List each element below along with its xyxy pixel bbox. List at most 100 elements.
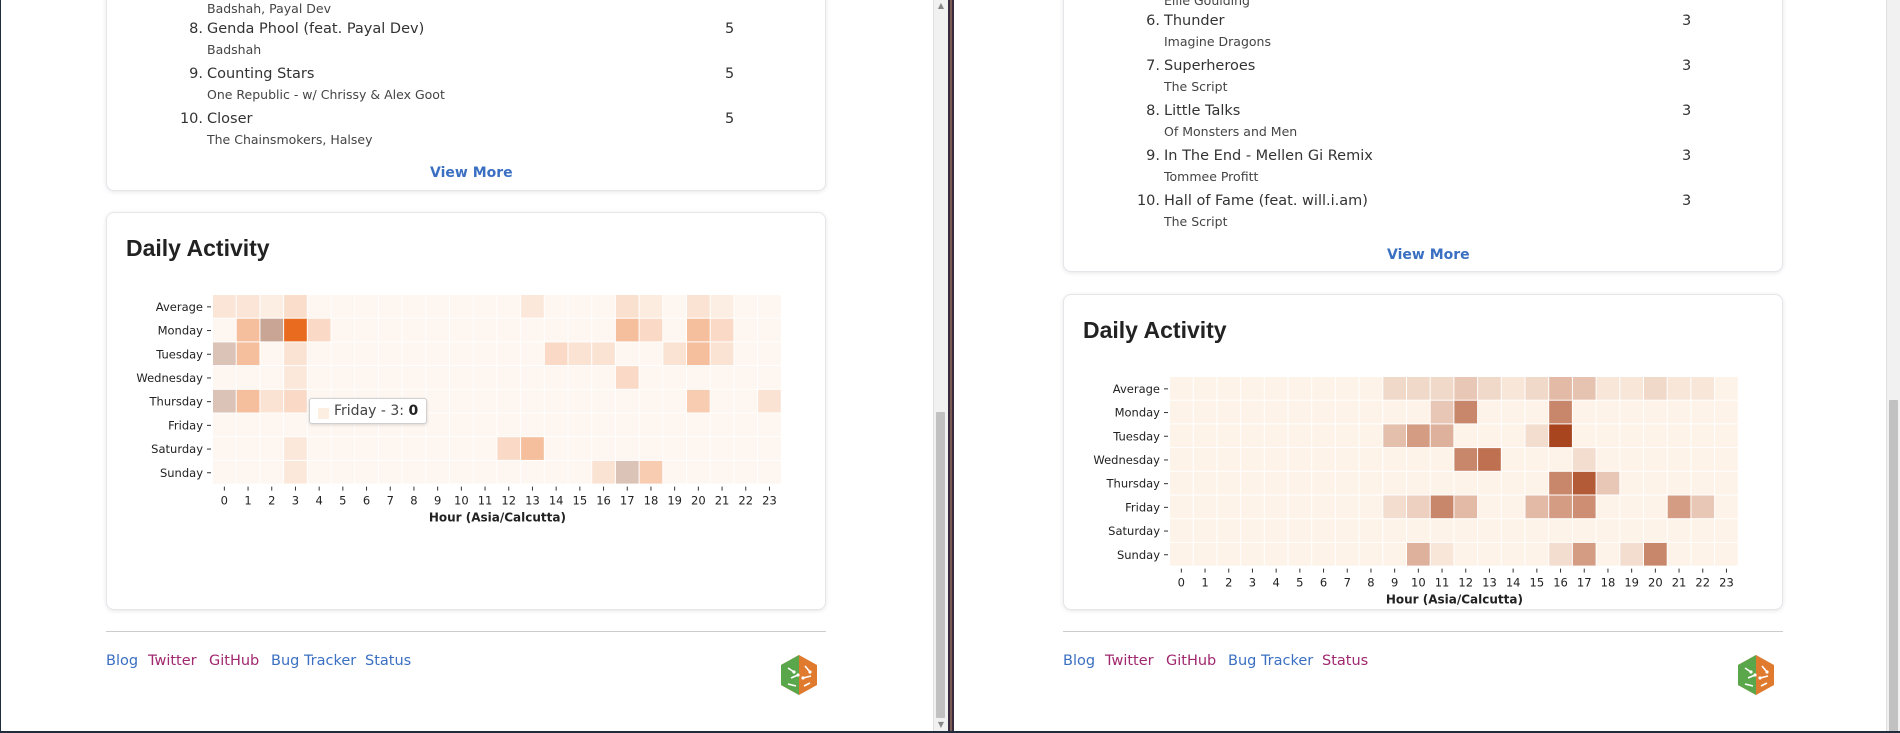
heatmap-cell[interactable] [1715,519,1738,542]
heatmap-cell[interactable] [497,437,521,460]
heatmap-cell[interactable] [1217,471,1241,495]
heatmap-cell[interactable] [355,342,378,366]
heatmap-cell[interactable] [331,437,355,460]
heatmap-cell[interactable] [1620,519,1643,542]
heatmap-cell[interactable] [544,389,568,413]
scrollbar-thumb[interactable] [1889,400,1898,733]
heatmap-cell[interactable] [568,413,592,437]
heatmap-cell[interactable] [1691,448,1715,471]
heatmap-cell[interactable] [450,413,473,437]
heatmap-cell[interactable] [544,366,568,389]
heatmap-cell[interactable] [1572,471,1596,495]
heatmap-cell[interactable] [639,366,663,389]
track-title[interactable]: Counting Stars [207,66,315,82]
heatmap-cell[interactable] [284,460,307,484]
heatmap-cell[interactable] [1644,377,1667,400]
heatmap-cell[interactable] [450,342,473,366]
heatmap-cell[interactable] [544,460,568,484]
heatmap-cell[interactable] [568,437,592,460]
heatmap-cell[interactable] [710,342,734,366]
heatmap-cell[interactable] [402,460,426,484]
heatmap-cell[interactable] [1170,471,1193,495]
heatmap-cell[interactable] [568,295,592,318]
track-row[interactable]: 10. Hall of Fame (feat. will.i.am) The Scr… [1064,193,1782,238]
heatmap-cell[interactable] [450,389,473,413]
heatmap-cell[interactable] [639,460,663,484]
heatmap-cell[interactable] [1644,448,1667,471]
heatmap-cell[interactable] [1288,400,1312,424]
heatmap-cell[interactable] [639,413,663,437]
heatmap-cell[interactable] [473,460,497,484]
heatmap-cell[interactable] [1644,400,1667,424]
track-title[interactable]: Little Talks [1164,103,1241,119]
heatmap-cell[interactable] [592,460,615,484]
heatmap-cell[interactable] [1478,448,1501,471]
heatmap-cell[interactable] [758,318,781,342]
heatmap-cell[interactable] [236,295,260,318]
scrollbar-thumb[interactable] [936,412,945,718]
heatmap-cell[interactable] [663,366,686,389]
heatmap-cell[interactable] [331,318,355,342]
heatmap-cell[interactable] [1241,542,1264,566]
heatmap-cell[interactable] [592,389,615,413]
heatmap-cell[interactable] [473,295,497,318]
heatmap-cell[interactable] [1430,471,1454,495]
heatmap-cell[interactable] [1667,424,1691,448]
heatmap-cell[interactable] [331,460,355,484]
heatmap-cell[interactable] [1454,471,1478,495]
heatmap-cell[interactable] [1312,542,1335,566]
heatmap-cell[interactable] [1217,519,1241,542]
heatmap-cell[interactable] [1383,377,1406,400]
footer-link-twitter[interactable]: Twitter [1105,653,1154,669]
heatmap-cell[interactable] [1644,495,1667,519]
heatmap-cell[interactable] [1312,495,1335,519]
heatmap-cell[interactable] [1217,400,1241,424]
heatmap-cell[interactable] [355,295,378,318]
heatmap-cell[interactable] [497,318,521,342]
track-artist[interactable]: The Script [1164,79,1228,94]
heatmap-cell[interactable] [1241,424,1264,448]
heatmap-cell[interactable] [1454,448,1478,471]
heatmap-cell[interactable] [1359,542,1383,566]
heatmap-cell[interactable] [615,366,639,389]
heatmap-cell[interactable] [1525,377,1549,400]
heatmap-cell[interactable] [615,295,639,318]
heatmap-cell[interactable] [260,437,284,460]
heatmap-cell[interactable] [1264,471,1288,495]
heatmap-cell[interactable] [426,389,449,413]
heatmap-cell[interactable] [1193,400,1217,424]
heatmap-cell[interactable] [450,460,473,484]
heatmap-cell[interactable] [1170,495,1193,519]
heatmap-cell[interactable] [1525,400,1549,424]
heatmap-cell[interactable] [426,342,449,366]
heatmap-cell[interactable] [284,389,307,413]
heatmap-cell[interactable] [1264,495,1288,519]
heatmap-cell[interactable] [1644,542,1667,566]
heatmap-cell[interactable] [734,318,758,342]
heatmap-cell[interactable] [1454,377,1478,400]
heatmap-cell[interactable] [1335,400,1359,424]
heatmap-cell[interactable] [1596,519,1620,542]
heatmap-cell[interactable] [1715,377,1738,400]
track-row[interactable]: 8. Little Talks Of Monsters and Men 3 [1064,103,1782,148]
heatmap-cell[interactable] [663,318,686,342]
heatmap-cell[interactable] [568,460,592,484]
heatmap-cell[interactable] [236,342,260,366]
heatmap-cell[interactable] [497,342,521,366]
heatmap-cell[interactable] [1335,519,1359,542]
heatmap-cell[interactable] [1572,424,1596,448]
heatmap-cell[interactable] [473,366,497,389]
scroll-up-icon[interactable]: ▲ [937,1,945,10]
heatmap-cell[interactable] [758,366,781,389]
track-title[interactable]: Closer [207,111,253,127]
heatmap-cell[interactable] [615,437,639,460]
heatmap-cell[interactable] [1525,495,1549,519]
track-row[interactable]: 9. In The End - Mellen Gi Remix Tommee Pro… [1064,148,1782,193]
heatmap-cell[interactable] [663,413,686,437]
heatmap-cell[interactable] [378,437,402,460]
heatmap-cell[interactable] [1525,424,1549,448]
heatmap-cell[interactable] [236,389,260,413]
heatmap-cell[interactable] [1217,495,1241,519]
heatmap-cell[interactable] [1170,377,1193,400]
heatmap-cell[interactable] [1359,471,1383,495]
